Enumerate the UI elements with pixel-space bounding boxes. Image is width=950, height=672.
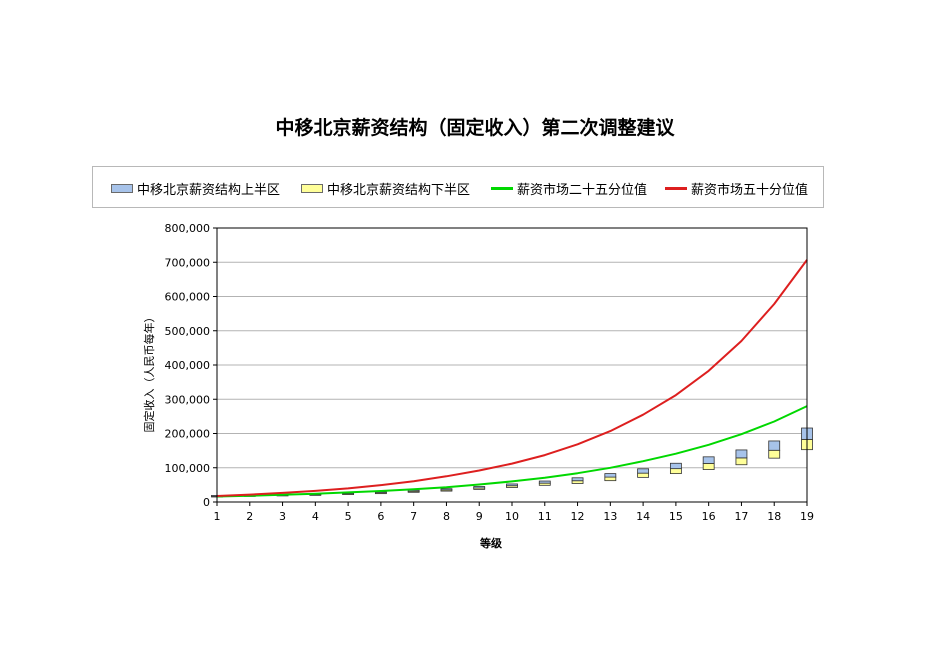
grid-layer [217, 227, 807, 469]
y-tick-label: 300,000 [165, 393, 211, 406]
box-upper [702, 456, 715, 464]
y-axis-label: 固定收入（人民币每年） [142, 312, 156, 433]
x-tick-label: 13 [603, 510, 617, 523]
legend-label-p25: 薪资市场二十五分位值 [517, 182, 648, 198]
y-tick-label: 700,000 [165, 256, 211, 269]
box-upper [768, 440, 781, 451]
box-layer [211, 427, 813, 498]
box-lower [768, 449, 781, 459]
x-tick-label: 9 [476, 510, 483, 523]
box-upper [538, 480, 551, 484]
x-tick-label: 8 [443, 510, 450, 523]
box-lower [637, 472, 650, 478]
legend-item-p25: 薪资市场二十五分位值 [491, 167, 647, 209]
x-tick-label: 18 [767, 510, 781, 523]
legend-swatch-upper [111, 183, 133, 193]
box-lower [735, 457, 748, 466]
legend-item-upper: 中移北京薪资结构上半区 [111, 167, 280, 209]
legend-label-p50: 薪资市场五十分位值 [691, 182, 809, 198]
x-tick-label: 12 [571, 510, 585, 523]
x-tick-label: 2 [246, 510, 253, 523]
x-tick-label: 1 [214, 510, 221, 523]
x-tick-label: 11 [538, 510, 552, 523]
x-tick-label: 4 [312, 510, 319, 523]
series-line-p25 [216, 405, 808, 498]
legend-label-upper: 中移北京薪资结构上半区 [137, 182, 281, 198]
y-tick-label: 500,000 [165, 325, 211, 338]
box-lower [669, 468, 682, 475]
box-upper [735, 449, 748, 459]
x-tick-label: 7 [410, 510, 417, 523]
x-axis-label: 等级 [479, 536, 503, 550]
x-tick-label: 17 [734, 510, 748, 523]
box-lower [571, 480, 584, 484]
box-upper [473, 486, 486, 489]
box-upper [669, 462, 682, 470]
axis-layer: 0 100,000 200,000 300,000 400,000 500,000 600,… [165, 222, 815, 523]
y-tick-label: 600,000 [165, 291, 211, 304]
line-layer [216, 259, 808, 498]
x-tick-label: 10 [505, 510, 519, 523]
box-upper [604, 473, 617, 478]
x-tick-label: 5 [345, 510, 352, 523]
legend-item-lower: 中移北京薪资结构下半区 [301, 167, 470, 209]
legend-item-p50: 薪资市场五十分位值 [665, 167, 808, 209]
legend-swatch-p25 [491, 186, 513, 190]
x-tick-label: 14 [636, 510, 650, 523]
x-tick-label: 16 [702, 510, 716, 523]
y-tick-label: 800,000 [165, 222, 211, 235]
box-lower [702, 463, 715, 470]
box-lower [604, 476, 617, 482]
y-tick-label: 400,000 [165, 359, 211, 372]
y-tick-label: 100,000 [165, 462, 211, 475]
y-tick-label: 200,000 [165, 428, 211, 441]
x-tick-label: 19 [800, 510, 814, 523]
x-tick-label: 15 [669, 510, 683, 523]
chart-legend: 中移北京薪资结构上半区 中移北京薪资结构下半区 薪资市场二十五分位值 薪资市场五… [92, 166, 824, 208]
legend-swatch-p50 [665, 186, 687, 190]
legend-swatch-lower [301, 183, 323, 193]
box-upper [637, 468, 650, 474]
x-tick-label: 6 [377, 510, 384, 523]
series-line-p50 [216, 259, 808, 497]
y-tick-label: 0 [203, 496, 210, 509]
box-upper [571, 477, 584, 482]
chart-title: 中移北京薪资结构（固定收入）第二次调整建议 [275, 117, 675, 139]
x-tick-label: 3 [279, 510, 286, 523]
box-upper [440, 488, 453, 491]
box-upper [506, 483, 518, 487]
legend-label-lower: 中移北京薪资结构下半区 [327, 182, 471, 198]
